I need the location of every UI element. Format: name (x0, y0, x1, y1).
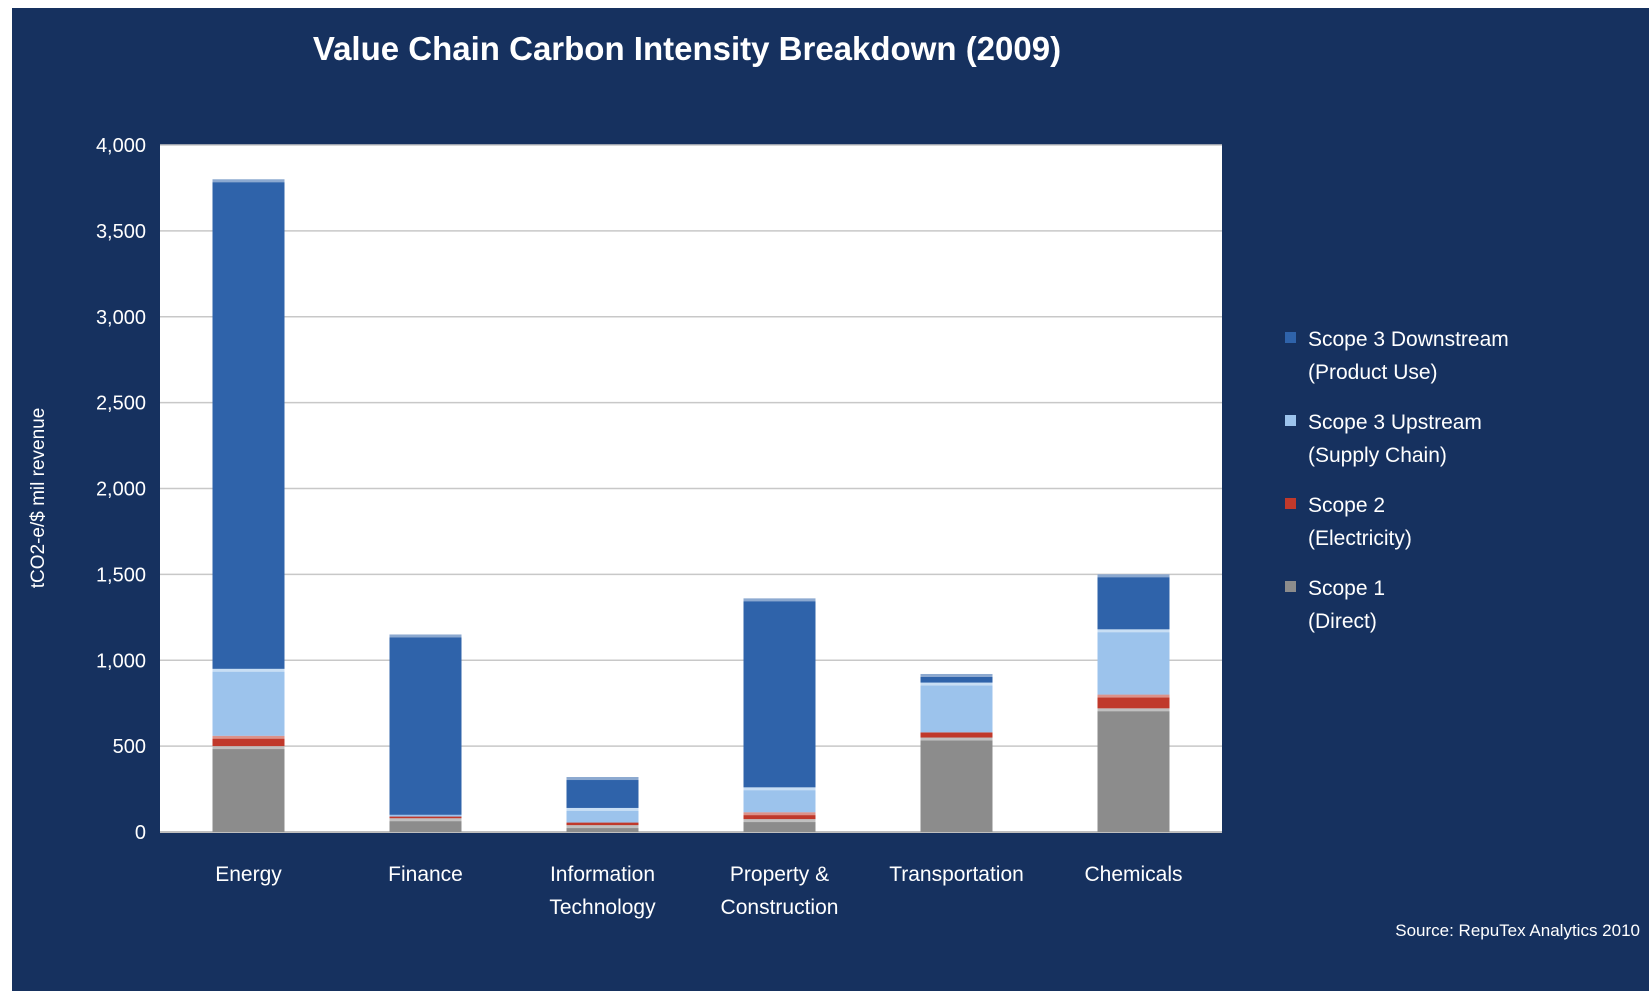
bar-segment (566, 807, 639, 823)
bar-segment (389, 818, 462, 832)
bar-segment-highlight (1097, 694, 1170, 698)
bar-segment (920, 737, 993, 832)
bar-segment-highlight (1097, 574, 1170, 578)
y-axis-ticks: 0 500 1,000 1,500 2,000 2,500 3,000 3,500 4,000 (96, 135, 146, 844)
gridlines (160, 144, 1222, 833)
bar-segment (566, 825, 639, 832)
y-tick-label: 1,500 (96, 564, 146, 586)
bar-segment (743, 598, 816, 788)
bar-segment (920, 682, 993, 733)
bar-segment (212, 735, 285, 747)
bar-segment-highlight (1097, 708, 1170, 712)
bar-segment (920, 673, 993, 683)
x-tick-label: Energy (215, 863, 282, 886)
y-tick-label: 3,500 (96, 221, 146, 243)
bar-segment-highlight (743, 787, 816, 791)
bar-segment (1097, 574, 1170, 630)
legend-label: (Electricity) (1308, 527, 1412, 550)
x-tick-label: Information (550, 863, 655, 886)
y-tick-label: 2,500 (96, 393, 146, 415)
bar-segment-highlight (212, 179, 285, 183)
bar-segment-highlight (212, 746, 285, 750)
y-tick-label: 4,000 (96, 135, 146, 157)
legend-label: Scope 3 Upstream (1308, 411, 1482, 434)
bar-segment-highlight (920, 673, 993, 677)
x-tick-label: Chemicals (1084, 863, 1182, 886)
legend-label: Scope 2 (1308, 494, 1385, 517)
bar-segment-highlight (743, 819, 816, 823)
y-axis-label: tCO2-e/$ mil revenue (28, 408, 49, 589)
bar-segment-highlight (389, 818, 462, 822)
bar-segment (920, 732, 993, 738)
legend: Scope 3 Downstream (Product Use) Scope 3 U… (1285, 328, 1509, 633)
legend-label: Scope 1 (1308, 577, 1385, 600)
y-tick-label: 500 (113, 736, 146, 758)
bar-segment (212, 746, 285, 832)
x-tick-label: Technology (549, 896, 656, 919)
bar-segment-highlight (566, 825, 639, 829)
bar-segment-highlight (743, 598, 816, 602)
legend-label: Scope 3 Downstream (1308, 328, 1509, 351)
bar-segment-highlight (920, 682, 993, 686)
legend-swatch (1285, 332, 1296, 343)
bars (212, 179, 1170, 832)
bar-segment (566, 822, 639, 826)
bar-segment (1097, 694, 1170, 709)
bar-segment (1097, 708, 1170, 832)
legend-swatch (1285, 581, 1296, 592)
x-axis-ticks: Energy Finance Information Technology Proper… (215, 863, 1182, 919)
bar-segment (1097, 629, 1170, 695)
bar-segment (566, 777, 639, 808)
y-tick-label: 0 (135, 822, 146, 844)
bar-segment (743, 787, 816, 813)
bar-segment-highlight (566, 807, 639, 811)
y-tick-label: 2,000 (96, 479, 146, 501)
legend-label: (Supply Chain) (1308, 444, 1447, 467)
bar-segment (743, 819, 816, 832)
bar-segment-highlight (212, 668, 285, 672)
bar-segment (212, 179, 285, 669)
chart-title: Value Chain Carbon Intensity Breakdown (… (313, 30, 1061, 67)
bar-segment-highlight (920, 737, 993, 741)
legend-swatch (1285, 415, 1296, 426)
bar-segment-highlight (743, 812, 816, 816)
bar-segment (743, 812, 816, 820)
legend-label: (Product Use) (1308, 361, 1438, 384)
chart: Value Chain Carbon Intensity Breakdown (… (28, 30, 1640, 940)
bar-segment-highlight (1097, 629, 1170, 633)
bar-segment (212, 668, 285, 736)
bar-segment-highlight (212, 735, 285, 739)
legend-label: (Direct) (1308, 610, 1377, 633)
bar-segment-highlight (389, 634, 462, 638)
y-tick-label: 3,000 (96, 307, 146, 329)
x-tick-label: Transportation (889, 863, 1024, 886)
slide-background: Value Chain Carbon Intensity Breakdown (… (12, 8, 1649, 991)
bar-segment (389, 634, 462, 815)
source-note: Source: RepuTex Analytics 2010 (1395, 921, 1640, 940)
y-tick-label: 1,000 (96, 650, 146, 672)
legend-swatch (1285, 498, 1296, 509)
x-tick-label: Construction (721, 896, 839, 919)
bar-segment (389, 816, 462, 819)
x-tick-label: Property & (730, 863, 829, 886)
x-tick-label: Finance (388, 863, 463, 886)
bar-segment (389, 814, 462, 817)
bar-segment-highlight (566, 777, 639, 781)
